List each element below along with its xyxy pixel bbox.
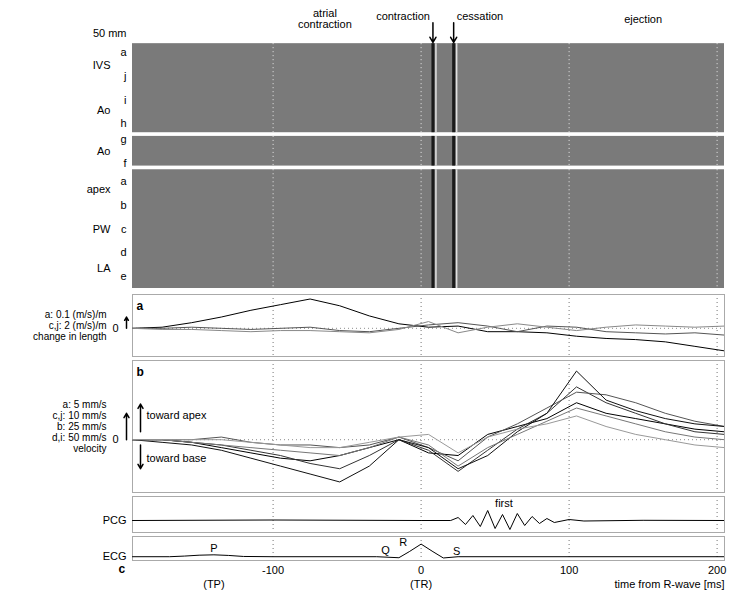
svg-text:b: b — [120, 199, 126, 211]
svg-text:time from R-wave [ms]: time from R-wave [ms] — [614, 578, 724, 590]
svg-text:j: j — [123, 70, 126, 82]
svg-text:a: 0.1 (m/s)/m: a: 0.1 (m/s)/m — [45, 309, 107, 320]
svg-text:c: c — [121, 223, 127, 235]
svg-text:R: R — [399, 536, 407, 548]
svg-text:first: first — [495, 497, 513, 509]
svg-text:a: a — [120, 46, 127, 58]
svg-text:b: b — [137, 365, 144, 379]
svg-text:b: 25 mm/s: b: 25 mm/s — [57, 421, 106, 432]
svg-text:0: 0 — [112, 322, 118, 334]
svg-text:P: P — [210, 542, 217, 554]
svg-text:g: g — [120, 133, 126, 145]
svg-text:velocity: velocity — [73, 443, 106, 454]
svg-text:0: 0 — [418, 564, 424, 576]
svg-text:d: d — [120, 246, 126, 258]
svg-text:(TP): (TP) — [203, 578, 224, 590]
svg-text:d,i: 50 mm/s: d,i: 50 mm/s — [52, 432, 106, 443]
svg-text:c,j: 10 mm/s: c,j: 10 mm/s — [53, 410, 107, 421]
svg-text:a: a — [137, 299, 144, 313]
svg-text:Q: Q — [381, 544, 390, 556]
svg-text:cessation: cessation — [457, 10, 503, 22]
svg-text:Ao: Ao — [97, 104, 110, 116]
svg-text:PW: PW — [93, 223, 111, 235]
svg-text:LA: LA — [97, 262, 111, 274]
svg-text:c: c — [119, 562, 126, 576]
svg-text:a: 5 mm/s: a: 5 mm/s — [63, 399, 107, 410]
svg-text:(TR): (TR) — [410, 578, 432, 590]
svg-text:f: f — [123, 157, 127, 169]
svg-text:S: S — [453, 545, 460, 557]
svg-text:change in length: change in length — [33, 331, 106, 342]
svg-text:PCG: PCG — [103, 514, 127, 526]
svg-text:toward apex: toward apex — [147, 409, 207, 421]
svg-text:ECG: ECG — [103, 550, 127, 562]
svg-text:i: i — [124, 94, 126, 106]
svg-text:50 mm: 50 mm — [93, 27, 127, 39]
svg-text:toward base: toward base — [147, 452, 207, 464]
svg-text:a: a — [120, 175, 127, 187]
svg-text:-100: -100 — [262, 564, 284, 576]
svg-text:contraction: contraction — [376, 10, 430, 22]
svg-text:c,j: 2 (m/s)/m: c,j: 2 (m/s)/m — [49, 320, 107, 331]
svg-text:atrialcontraction: atrialcontraction — [298, 7, 352, 30]
svg-text:Ao: Ao — [97, 145, 110, 157]
svg-text:e: e — [120, 270, 126, 282]
svg-text:ejection: ejection — [624, 13, 662, 25]
svg-text:200: 200 — [708, 564, 726, 576]
svg-text:100: 100 — [560, 564, 578, 576]
svg-text:h: h — [120, 117, 126, 129]
svg-text:0: 0 — [112, 433, 118, 445]
svg-text:IVS: IVS — [93, 59, 111, 71]
svg-text:apex: apex — [87, 183, 111, 195]
